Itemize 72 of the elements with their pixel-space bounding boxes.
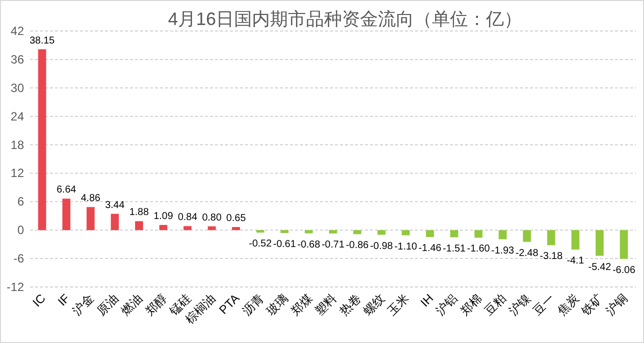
data-label: -2.48 — [516, 248, 539, 259]
bar — [620, 230, 628, 259]
data-label: -0.68 — [297, 239, 321, 250]
bar — [377, 230, 386, 235]
x-tick-label: 沥青 — [240, 291, 266, 318]
data-label: -3.18 — [540, 251, 563, 262]
bar — [232, 227, 240, 230]
data-label: 0.80 — [202, 212, 222, 224]
bar — [498, 230, 507, 240]
data-label: 1.09 — [154, 210, 174, 222]
data-label: -5.42 — [588, 262, 612, 273]
data-label: 3.44 — [105, 200, 126, 211]
x-tick-label: 沪铜 — [603, 291, 630, 318]
bar — [184, 226, 192, 230]
data-label: -0.61 — [273, 239, 296, 250]
bar — [62, 198, 70, 230]
bar — [522, 230, 531, 242]
bar — [474, 230, 482, 238]
x-tick-label: 沪金 — [70, 291, 97, 318]
bar — [159, 224, 168, 230]
bar — [329, 230, 337, 234]
y-tick-label: 24 — [10, 109, 24, 124]
bar — [426, 230, 434, 238]
bar — [256, 230, 264, 233]
bar — [547, 230, 556, 246]
bar — [596, 230, 604, 256]
y-tick-label: -12 — [6, 280, 24, 294]
x-tick-label: IF — [55, 291, 72, 309]
x-tick-label: IC — [30, 290, 48, 310]
data-label: -6.06 — [612, 264, 636, 276]
data-label: -4.1 — [566, 256, 584, 267]
bar — [353, 230, 362, 234]
y-tick-label: 18 — [10, 138, 24, 152]
bar — [280, 230, 289, 234]
data-label: 1.88 — [129, 207, 150, 218]
y-tick-label: -6 — [13, 252, 24, 266]
x-tick-label: 郑煤 — [288, 291, 315, 318]
y-tick-label: 30 — [10, 80, 24, 95]
bar — [571, 230, 580, 250]
x-tick-label: PTA — [216, 291, 242, 317]
data-label: 0.84 — [178, 212, 198, 224]
y-tick-label: 36 — [10, 52, 24, 66]
data-label: 38.15 — [30, 35, 56, 46]
bar — [450, 230, 458, 238]
y-tick-label: 12 — [10, 166, 24, 180]
data-label: -1.60 — [467, 244, 490, 255]
data-label: 6.64 — [56, 184, 77, 196]
x-tick-label: 原油 — [94, 291, 121, 318]
data-label: -1.93 — [491, 245, 515, 256]
data-label: -0.52 — [248, 238, 272, 250]
bar — [135, 221, 144, 230]
chart-title: 4月16日国内期市品种资金流向（单位：亿） — [168, 9, 522, 29]
bar — [110, 214, 119, 230]
bar — [86, 207, 95, 230]
data-label: -0.86 — [346, 240, 370, 252]
data-label: -1.46 — [418, 243, 442, 254]
x-tick-label: 郑醇 — [142, 291, 170, 318]
data-label: -1.51 — [442, 243, 466, 254]
data-label: -0.71 — [322, 239, 345, 250]
y-tick-label: 0 — [17, 223, 24, 238]
bar — [304, 230, 313, 234]
bar — [38, 49, 46, 230]
x-tick-label: 玻璃 — [264, 291, 291, 318]
data-label: -1.10 — [394, 241, 418, 252]
data-label: 4.86 — [80, 193, 101, 204]
y-tick-label: 42 — [10, 24, 24, 38]
y-tick-label: 6 — [17, 194, 24, 209]
bar — [208, 226, 216, 230]
x-tick-label: 燃油 — [118, 291, 146, 318]
bar — [402, 230, 410, 236]
data-label: -0.98 — [370, 240, 394, 252]
data-label: 0.65 — [226, 213, 246, 224]
